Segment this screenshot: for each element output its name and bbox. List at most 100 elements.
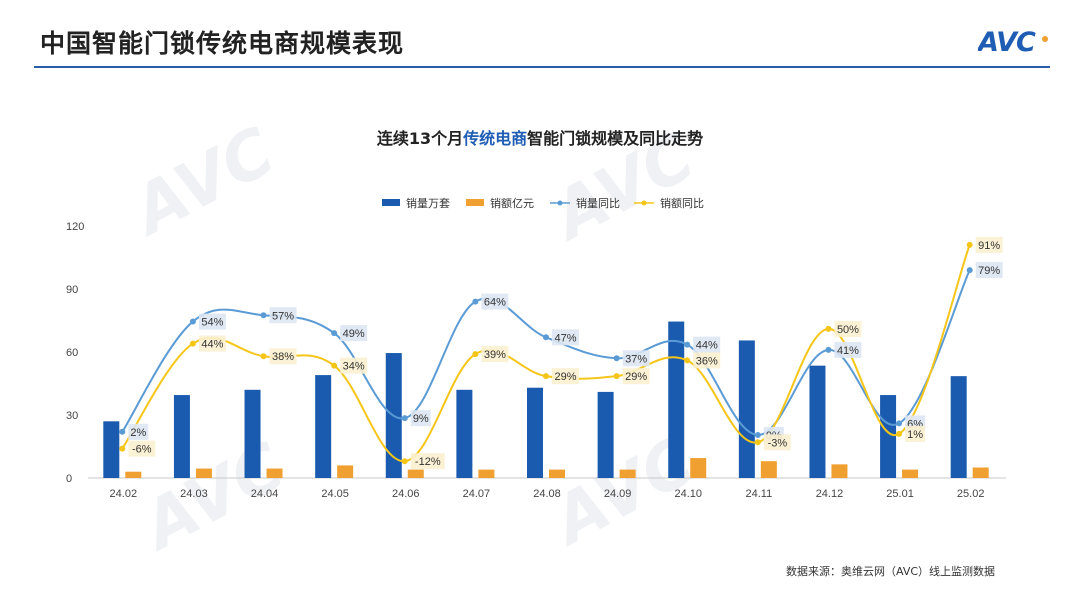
data-labels: 2%54%57%49%9%64%47%37%44%0%41%6%79%-6%44…: [128, 236, 1003, 470]
avc-logo-dot: [1042, 36, 1048, 42]
label-volume-yoy: 57%: [269, 307, 297, 324]
legend-item: 销额亿元: [466, 196, 534, 210]
point-value-yoy: [189, 340, 196, 347]
data-label-bg: [834, 341, 862, 358]
x-tick-label: 25.02: [957, 488, 985, 500]
label-value-yoy: 29%: [552, 368, 579, 385]
watermark-logo: AVC: [117, 113, 287, 252]
data-label-text: 44%: [696, 340, 718, 352]
bar-sales-volume: [103, 421, 120, 478]
chart-container: AVC AVC AVC AVC 连续13个月传统电商智能门锁规模及同比走势 销量…: [0, 70, 1080, 590]
label-value-yoy: 36%: [693, 352, 721, 369]
x-tick-label: 24.12: [816, 488, 844, 500]
data-label-text: 49%: [343, 328, 365, 340]
data-label-bg: [198, 313, 226, 330]
header: 中国智能门锁传统电商规模表现 AVC: [0, 0, 1080, 68]
label-volume-yoy: 2%: [128, 423, 149, 440]
point-volume-yoy: [966, 267, 973, 274]
data-label-text: 37%: [625, 353, 647, 365]
bar-sales-value: [549, 469, 565, 478]
point-value-yoy: [613, 373, 620, 380]
data-label-text: -6%: [132, 444, 152, 456]
bar-sales-volume: [950, 376, 967, 478]
label-volume-yoy: 9%: [410, 410, 431, 427]
data-label-text: -3%: [768, 437, 788, 449]
data-label-bg: [269, 307, 297, 324]
legend-item: 销量万套: [382, 196, 450, 210]
data-label-bg: [198, 335, 226, 352]
label-value-yoy: -6%: [128, 440, 156, 457]
data-label-bg: [552, 368, 579, 385]
chart-title-part-0: 连续13个月: [377, 129, 463, 148]
bar-sales-volume: [315, 375, 332, 478]
data-label-bg: [410, 453, 445, 470]
data-label-text: 64%: [484, 297, 506, 309]
data-label-text: 1%: [907, 429, 923, 441]
point-volume-yoy: [189, 318, 196, 325]
bar-sales-value: [125, 471, 142, 478]
bar-sales-value: [478, 469, 495, 478]
point-value-yoy: [331, 362, 338, 369]
legend-label: 销量同比: [576, 196, 620, 210]
x-tick-label: 25.01: [886, 488, 914, 500]
bar-sales-value: [972, 467, 989, 478]
axes: 0 30 60 90 120 24.02 24.03 24.04 24.05 24.06 24.07…: [66, 221, 1006, 500]
y-tick-label: 60: [66, 347, 78, 359]
source-note: 数据来源：奥维云网（AVC）线上监测数据: [786, 565, 996, 578]
point-value-yoy: [543, 373, 549, 380]
y-tick-label: 90: [66, 284, 78, 296]
point-value-yoy: [401, 458, 408, 465]
data-label-text: 39%: [484, 349, 506, 361]
legend-swatch: [466, 199, 484, 206]
point-value-yoy: [472, 351, 479, 358]
combo-chart: AVC AVC AVC AVC 连续13个月传统电商智能门锁规模及同比走势 销量…: [66, 113, 1006, 566]
legend-item: 销量同比: [550, 196, 620, 210]
data-label-text: 36%: [696, 355, 718, 367]
y-tick-label: 30: [66, 410, 78, 422]
point-value-yoy: [260, 353, 267, 360]
point-value-yoy: [684, 357, 691, 364]
data-label-bg: [481, 346, 509, 363]
point-value-yoy: [966, 241, 973, 248]
legend-marker: [641, 200, 647, 206]
label-value-yoy: 38%: [269, 348, 297, 365]
label-volume-yoy: 44%: [693, 336, 721, 353]
data-label-bg: [622, 350, 650, 367]
x-tick-label: 24.03: [180, 488, 208, 500]
bar-sales-volume: [880, 395, 897, 478]
y-tick-label: 0: [66, 473, 72, 485]
legend-label: 销量万套: [406, 196, 450, 210]
data-label-text: 47%: [554, 332, 576, 344]
data-label-bg: [128, 440, 156, 457]
data-label-bg: [693, 336, 721, 353]
point-volume-yoy: [754, 431, 761, 438]
x-tick-label: 24.11: [745, 488, 772, 500]
label-value-yoy: 34%: [340, 357, 368, 374]
point-volume-yoy: [472, 298, 479, 305]
data-label-bg: [975, 236, 1003, 253]
x-tick-label: 24.07: [463, 488, 491, 500]
data-label-text: 91%: [978, 240, 1000, 252]
chart-title-part-2: 智能门锁规模及同比走势: [527, 129, 703, 148]
data-label-bg: [552, 329, 579, 346]
bar-sales-value: [195, 468, 212, 478]
data-label-text: 79%: [978, 265, 1000, 277]
label-value-yoy: -3%: [763, 434, 791, 451]
point-volume-yoy: [825, 346, 832, 353]
chart-title: 连续13个月传统电商智能门锁规模及同比走势: [377, 129, 703, 148]
point-volume-yoy: [684, 341, 691, 348]
avc-logo: AVC: [978, 27, 1048, 56]
x-tick-label: 24.04: [251, 488, 279, 500]
data-label-bg: [834, 320, 862, 337]
data-label-bg: [410, 410, 431, 427]
bar-sales-value: [407, 469, 424, 478]
data-label-bg: [622, 368, 650, 385]
page-title: 中国智能门锁传统电商规模表现: [40, 29, 405, 58]
point-volume-yoy: [331, 330, 338, 337]
x-tick-label: 24.06: [392, 488, 420, 500]
data-label-bg: [763, 434, 791, 451]
data-label-text: 29%: [625, 371, 647, 383]
header-rule: [34, 66, 1050, 68]
point-value-yoy: [754, 439, 761, 446]
data-label-bg: [975, 262, 1003, 279]
